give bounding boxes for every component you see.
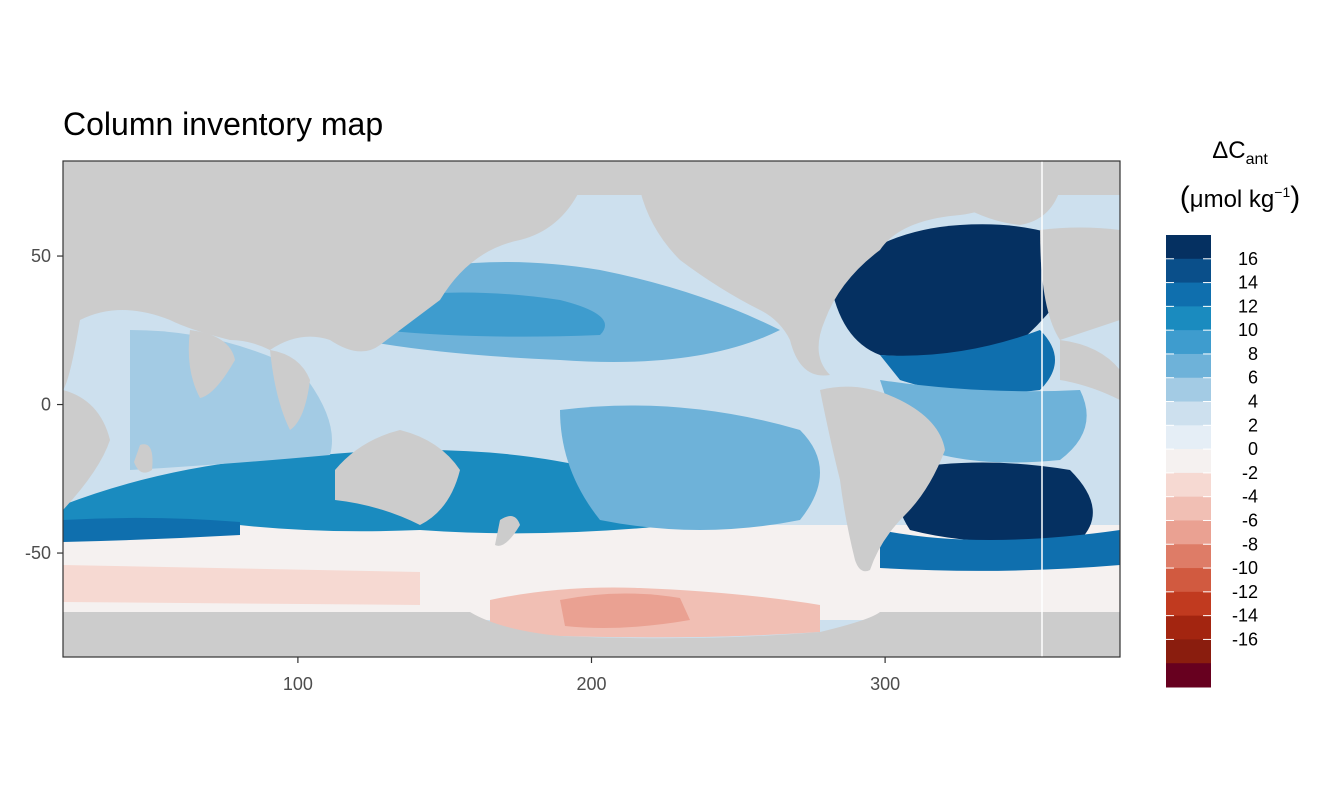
land-south-america xyxy=(820,386,945,572)
legend-label: 0 xyxy=(1248,439,1258,459)
south-atlantic xyxy=(896,462,1093,543)
land-greenland xyxy=(960,190,1060,225)
legend-title-line2: (μmol kg−1) xyxy=(1180,181,1300,214)
legend-labels: 16 14 12 10 8 6 4 2 0 -2 -4 -6 -8 -10 -12 -14 -16 xyxy=(1166,249,1258,649)
legend-swatch xyxy=(1166,663,1211,688)
legend-swatch xyxy=(1166,449,1211,474)
legend-swatch xyxy=(1166,235,1211,260)
legend-label: 8 xyxy=(1248,344,1258,364)
legend-label: 14 xyxy=(1238,273,1258,293)
land-southeast-asia xyxy=(270,350,310,430)
legend-swatch xyxy=(1166,520,1211,545)
legend-swatches xyxy=(1166,235,1211,688)
land-arctic-top xyxy=(63,161,1120,195)
legend-label: -4 xyxy=(1242,487,1258,507)
legend-swatch xyxy=(1166,472,1211,498)
chart-title: Column inventory map xyxy=(63,106,384,142)
legend-label: -10 xyxy=(1232,558,1258,578)
legend-label: -16 xyxy=(1232,629,1258,649)
land-australia xyxy=(335,430,460,525)
legend-title-paren-close: ) xyxy=(1290,181,1300,214)
x-axis: 100 200 300 xyxy=(283,657,900,694)
x-tick-label: 100 xyxy=(283,674,313,694)
legend-label: 6 xyxy=(1248,368,1258,388)
land-africa-west xyxy=(1060,340,1120,400)
legend-label: 4 xyxy=(1248,392,1258,412)
legend-swatch xyxy=(1166,258,1211,284)
land-north-america xyxy=(640,190,1000,376)
north-atlantic-edge xyxy=(880,330,1055,394)
south-atlantic-edge xyxy=(880,530,1120,571)
legend-title-symbol: ΔC xyxy=(1212,137,1245,164)
legend-swatch xyxy=(1166,282,1211,307)
legend-label: -2 xyxy=(1242,463,1258,483)
x-tick-label: 300 xyxy=(870,674,900,694)
land-africa-east xyxy=(63,390,110,510)
north-atlantic xyxy=(830,224,1090,357)
map-layer xyxy=(63,161,1120,657)
south-pacific-gyre xyxy=(560,405,820,530)
legend-swatch xyxy=(1166,306,1211,331)
ross-sea-core xyxy=(560,593,690,628)
legend-swatch xyxy=(1166,401,1211,426)
land-antarctica xyxy=(63,612,1120,657)
legend-label: -14 xyxy=(1232,606,1258,626)
x-tick-label: 200 xyxy=(576,674,606,694)
legend-title-line1: ΔCant xyxy=(1212,137,1268,168)
legend-label: 12 xyxy=(1238,296,1258,316)
land xyxy=(63,161,1120,657)
color-legend: ΔCant (μmol kg−1) 16 14 12 10 8 6 4 2 0 -2 -4 -6 -8 -… xyxy=(1166,137,1300,688)
legend-title-subscript: ant xyxy=(1246,151,1269,168)
legend-label: -8 xyxy=(1242,534,1258,554)
land-madagascar xyxy=(134,444,153,473)
southern-ocean-negative-a xyxy=(63,565,420,605)
south-indian-belt-edge xyxy=(63,517,240,542)
land-europe xyxy=(1040,227,1120,340)
legend-title-unit: μmol kg xyxy=(1190,186,1275,213)
legend-swatch xyxy=(1166,615,1211,640)
legend-swatch xyxy=(1166,639,1211,664)
legend-label: 10 xyxy=(1238,320,1258,340)
legend-swatch xyxy=(1166,568,1211,593)
legend-label: 16 xyxy=(1238,249,1258,269)
legend-swatch xyxy=(1166,496,1211,521)
land-eurasia xyxy=(63,190,580,390)
y-tick-label: 50 xyxy=(31,246,51,266)
legend-label: -12 xyxy=(1232,582,1258,602)
y-axis: 50 0 -50 xyxy=(25,246,63,563)
y-tick-label: -50 xyxy=(25,543,51,563)
legend-swatch xyxy=(1166,425,1211,450)
land-india xyxy=(188,330,235,398)
legend-title-paren-open: ( xyxy=(1180,181,1190,214)
legend-swatch xyxy=(1166,353,1211,379)
legend-swatch xyxy=(1166,544,1211,569)
legend-swatch xyxy=(1166,591,1211,617)
land-new-zealand xyxy=(495,516,520,546)
legend-label: 2 xyxy=(1248,415,1258,435)
y-tick-label: 0 xyxy=(41,395,51,415)
legend-title-superscript: −1 xyxy=(1274,184,1290,200)
legend-swatch xyxy=(1166,330,1211,355)
legend-label: -6 xyxy=(1242,510,1258,530)
legend-swatch xyxy=(1166,377,1211,403)
